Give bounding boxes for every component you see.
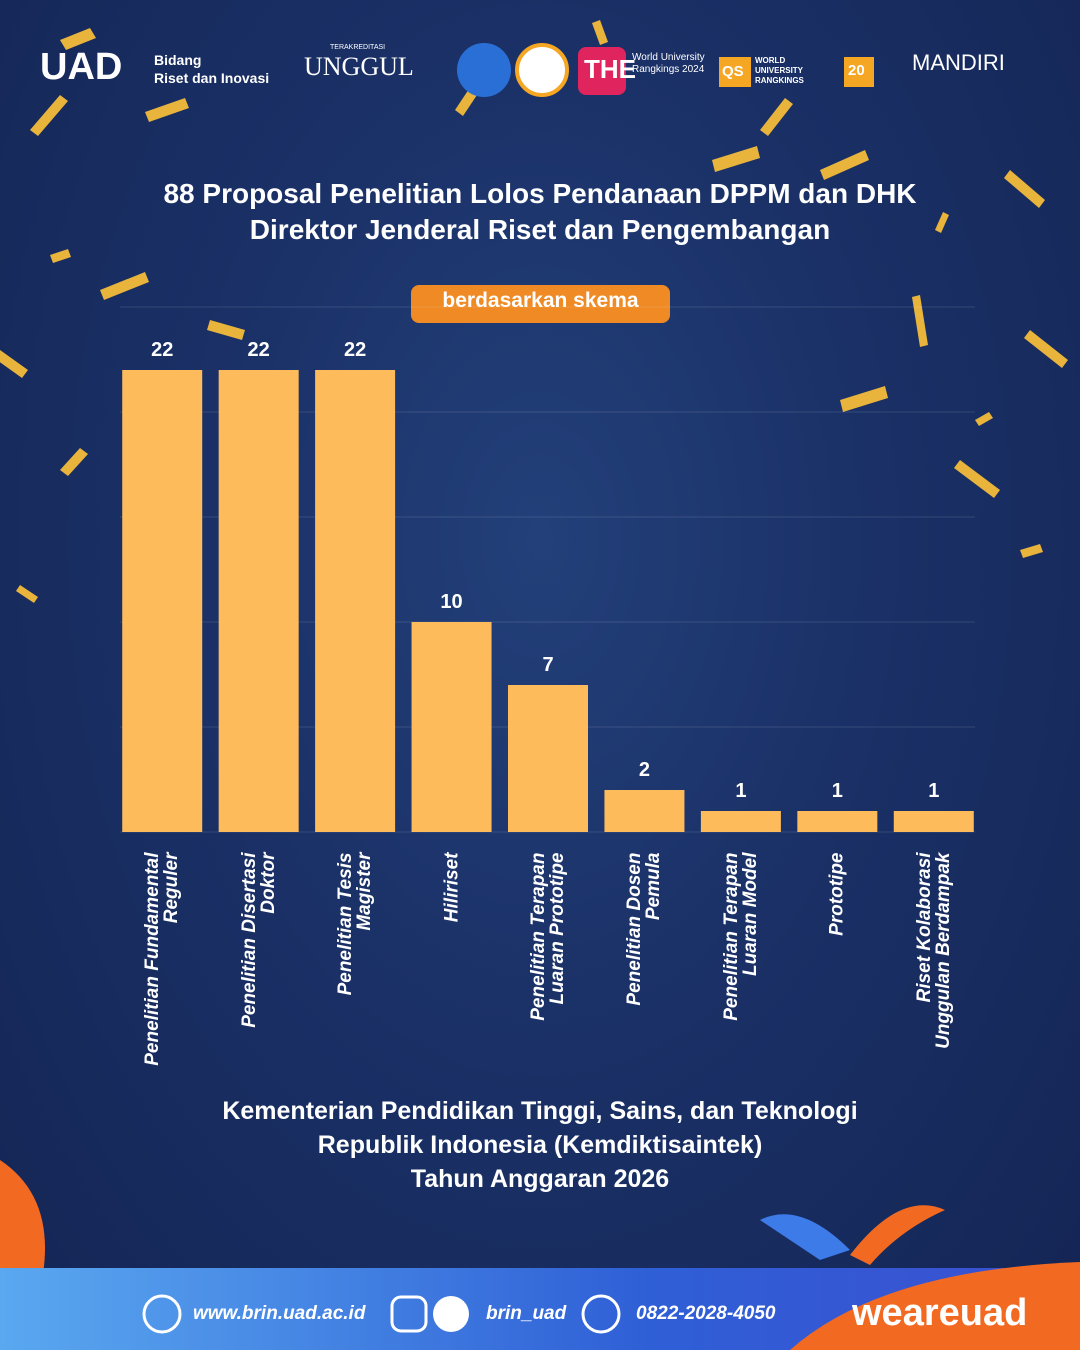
- note: Tahun Anggaran 2026: [410, 1165, 670, 1193]
- chart-title: Direktor Jenderal Riset dan Pengembangan: [249, 214, 831, 245]
- facebook-icon: [433, 1296, 469, 1332]
- value-label: 2: [639, 759, 650, 781]
- instagram-icon: [390, 1295, 428, 1333]
- qs-logo: QS: [722, 63, 744, 80]
- unggul-logo: UNGGUL: [304, 52, 414, 81]
- bar: [797, 811, 878, 832]
- bar: [508, 685, 588, 832]
- chart-title: 88 Proposal Penelitian Lolos Pendanaan D…: [163, 178, 917, 209]
- website: www.brin.uad.ac.id: [193, 1303, 366, 1324]
- logo-text: Riset dan Inovasi: [154, 70, 270, 86]
- x-tick-label: Hiliriset: [441, 852, 463, 922]
- value-label: 1: [832, 780, 843, 802]
- decor-wing: [760, 1214, 850, 1260]
- note: Kementerian Pendidikan Tinggi, Sains, da…: [222, 1097, 858, 1125]
- qs-logo-bg: [719, 57, 751, 87]
- value-label: 1: [735, 780, 746, 802]
- logo-text: TERAKREDITASI: [330, 44, 386, 51]
- chart-subtitle: berdasarkan skema: [442, 289, 639, 312]
- bar: [218, 370, 299, 832]
- uad-logo: UAD: [40, 46, 123, 88]
- x-tick-label: Riset Kolaborasi Unggulan Berdampak: [913, 852, 954, 1049]
- value-label: 10: [440, 591, 462, 613]
- note: Republik Indonesia (Kemdiktisaintek): [317, 1131, 763, 1159]
- value-label: 1: [928, 780, 939, 802]
- x-tick-label: Penelitian Terapan Luaran Prototipe: [528, 852, 568, 1021]
- kemdikbud-logo: [457, 43, 511, 97]
- footer-accent: [790, 1262, 1080, 1350]
- decor-wing: [850, 1205, 945, 1265]
- x-tick-label: Penelitian Disertasi Doktor: [238, 852, 279, 1028]
- confetti: [0, 20, 1068, 603]
- social-handle: brin_uad: [486, 1303, 567, 1324]
- value-label: 22: [248, 339, 270, 361]
- bar: [604, 790, 685, 832]
- value-label: 22: [344, 339, 366, 361]
- x-tick-label: Penelitian Fundamental Reguler: [142, 852, 183, 1066]
- phone: 0822-2028-4050: [636, 1303, 776, 1324]
- brand: weareuad: [852, 1292, 1028, 1334]
- x-tick-label: Prototipe: [826, 852, 848, 936]
- logo-text: WORLD UNIVERSITY RANGKINGS: [755, 56, 804, 85]
- bar: [122, 370, 203, 832]
- value-label: 22: [151, 339, 173, 361]
- x-tick-label: Penelitian Terapan Luaran Model: [720, 852, 761, 1021]
- mandiri-logo: MANDIRI: [912, 50, 1005, 75]
- bar: [315, 370, 396, 832]
- qs-years-bg: [844, 57, 874, 87]
- phone-icon: [581, 1294, 621, 1334]
- bar: [411, 622, 492, 832]
- value-label: 7: [542, 654, 553, 676]
- x-tick-label: Penelitian Dosen Pemula: [624, 852, 665, 1006]
- subtitle-badge: [411, 285, 670, 323]
- the-logo: THE: [584, 54, 636, 84]
- globe-icon: [142, 1294, 182, 1334]
- diktisaintek-logo: [515, 43, 569, 97]
- bar: [893, 811, 974, 832]
- x-tick-label: Penelitian Tesis Magister: [335, 852, 376, 995]
- the-logo-bg: [578, 47, 626, 95]
- logo-text: Bidang: [154, 52, 202, 68]
- logo-text: 20: [848, 62, 865, 79]
- logo-text: World University Rangkings 2024: [632, 52, 705, 75]
- bar: [700, 811, 781, 832]
